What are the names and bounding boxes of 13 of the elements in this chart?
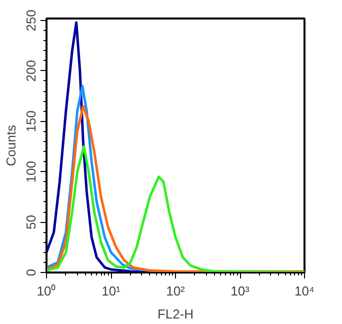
y-tick-label: 50 (24, 214, 38, 230)
y-tick-label: 200 (24, 60, 38, 82)
y-tick-label: 100 (24, 160, 38, 183)
x-tick-label: 10⁰ (36, 284, 56, 298)
x-tick-label: 10³ (230, 284, 250, 298)
y-tick-label: 150 (24, 110, 38, 132)
y-tick-label: 250 (24, 10, 38, 32)
x-tick-label: 10¹ (102, 284, 122, 298)
x-tick-label: 10² (166, 284, 186, 298)
y-axis-title: Counts (4, 124, 18, 166)
y-tick-label: 0 (24, 268, 38, 276)
x-axis-title: FL2-H (157, 306, 194, 322)
x-tick-label: 10⁴ (294, 284, 315, 298)
